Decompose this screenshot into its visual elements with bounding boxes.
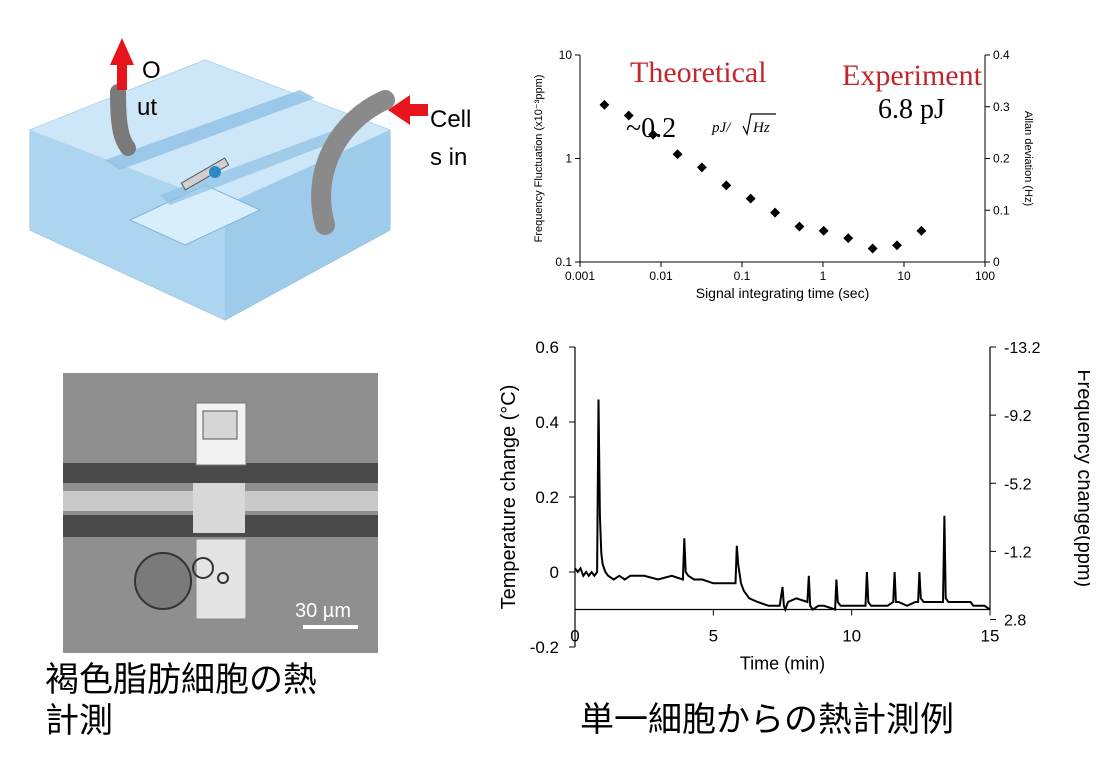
channel-groove-2	[160, 130, 345, 205]
top-pad-inner	[202, 410, 238, 440]
annotation-theoretical: Theoretical	[630, 56, 767, 89]
data-point	[818, 225, 829, 236]
inlet-tube	[311, 90, 395, 235]
data-point	[794, 221, 805, 232]
annotation-theoretical-value: ~0.2	[626, 113, 676, 144]
annotation-theoretical-unit: pJ/	[711, 120, 732, 136]
temperature-chart: -0.2 0 0.2 0.4 0.6 0 5 10 15 -13.2 -9.2 -5.2 -1.2 2.8…	[490, 335, 1095, 675]
allan-chart: 0.001 0.01 0.1 1 10 100 0.1 1 10 0 0.1 0.2 0.3 0.4 Sig…	[520, 40, 1080, 320]
data-point	[672, 149, 683, 160]
microfluidic-device-svg: O ut Cell s in	[29, 38, 471, 321]
annotation-experiment-value: 6.8 pJ	[878, 94, 945, 125]
y2-tick-label: -1.2	[1004, 544, 1032, 561]
x-axis-label: Signal integrating time (sec)	[696, 285, 870, 301]
micrograph: 30 µm	[63, 373, 378, 653]
outlet-tube	[110, 84, 136, 156]
x-tick-label: 15	[981, 627, 1000, 646]
y2-tick-label: -13.2	[1004, 340, 1041, 357]
micrograph-svg: 30 µm	[63, 373, 378, 653]
y2-tick-label: -5.2	[1004, 476, 1032, 493]
data-point	[892, 240, 902, 251]
data-point	[867, 243, 878, 254]
y-tick-label: 0.2	[535, 488, 559, 507]
y2-tick-label: 0	[993, 255, 1000, 269]
x-tick-label: 10	[842, 627, 861, 646]
y-tick-label: 1	[565, 152, 572, 166]
x-tick-label: 1	[820, 269, 827, 283]
scale-bar	[303, 625, 358, 629]
scale-label: 30 µm	[295, 600, 351, 622]
y2-tick-label: 0.1	[993, 203, 1010, 217]
label-in-1: Cell	[430, 106, 471, 133]
x-tick-label: 0.1	[734, 269, 751, 283]
annotation-theoretical-unit-sqrt: Hz	[752, 120, 770, 136]
fat-cell	[134, 552, 192, 610]
y-tick-label: 10	[559, 48, 573, 62]
y-tick-label: 0	[550, 563, 559, 582]
sqrt-sign-icon	[742, 113, 776, 136]
data-point	[696, 162, 707, 173]
y2-tick-label: 0.3	[993, 100, 1010, 114]
y2-axis-label: Frequency change(ppm)	[1073, 369, 1090, 587]
bottom-pad	[195, 538, 247, 620]
x-tick-label: 5	[709, 627, 718, 646]
annotation-experiment: Experiment	[842, 59, 983, 92]
y2-tick-label: 0.4	[993, 48, 1010, 62]
y-tick-label: 0.4	[535, 413, 559, 432]
y-tick-label: -0.2	[530, 638, 559, 657]
out-arrow-icon	[110, 38, 134, 90]
cell-icon	[209, 166, 221, 178]
label-in-2: s in	[430, 144, 467, 171]
x-tick-label: 0.001	[565, 269, 595, 283]
data-point	[843, 233, 854, 244]
x-axis-label: Time (min)	[740, 654, 825, 674]
label-out-2: ut	[137, 94, 157, 121]
droplet-1	[192, 557, 214, 579]
temperature-chart-svg: -0.2 0 0.2 0.4 0.6 0 5 10 15 -13.2 -9.2 -5.2 -1.2 2.8…	[498, 338, 1095, 674]
channel-groove-1	[105, 90, 315, 170]
x-tick-label: 0.01	[649, 269, 673, 283]
droplet-2	[217, 572, 229, 584]
in-arrow-icon	[388, 95, 428, 125]
allan-chart-svg: 0.001 0.01 0.1 1 10 1000.111000.10.20.30.4Sig…	[533, 48, 1034, 301]
data-point	[721, 180, 732, 191]
temperature-trace	[574, 399, 991, 613]
data-point	[770, 207, 781, 218]
x-tick-label: 10	[897, 269, 911, 283]
chip-right-face	[225, 130, 390, 320]
y2-tick-label: 0.2	[993, 152, 1010, 166]
y-axis-label: Frequency Fluctuation (x10⁻³ppm)	[533, 75, 545, 243]
y-axis-label: Temperature change (°C)	[498, 385, 520, 610]
center-pad	[193, 483, 245, 533]
label-out-1: O	[142, 57, 161, 84]
device-illustration: O ut Cell s in	[10, 20, 495, 340]
y-tick-label: 0.1	[555, 255, 572, 269]
y-tick-label: 0.6	[535, 338, 559, 357]
y2-axis-label: Allan deviation (Hz)	[1022, 111, 1034, 206]
x-tick-label: 0	[570, 627, 579, 646]
main-caption: 単一細胞からの熱計測例	[580, 700, 954, 740]
data-point	[916, 225, 927, 236]
x-tick-label: 100	[975, 269, 995, 283]
data-point	[745, 193, 756, 204]
data-point	[599, 99, 610, 110]
chip-left-face	[30, 130, 225, 320]
y2-tick-label: -9.2	[1004, 408, 1032, 425]
y2-tick-label: 2.8	[1004, 613, 1026, 630]
micrograph-caption: 褐色脂肪細胞の熱 計測	[45, 660, 317, 741]
dark-band-top	[63, 463, 378, 483]
sensor-beam	[180, 157, 230, 191]
